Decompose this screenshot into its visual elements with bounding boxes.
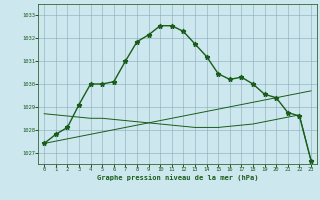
X-axis label: Graphe pression niveau de la mer (hPa): Graphe pression niveau de la mer (hPa) [97,175,258,181]
